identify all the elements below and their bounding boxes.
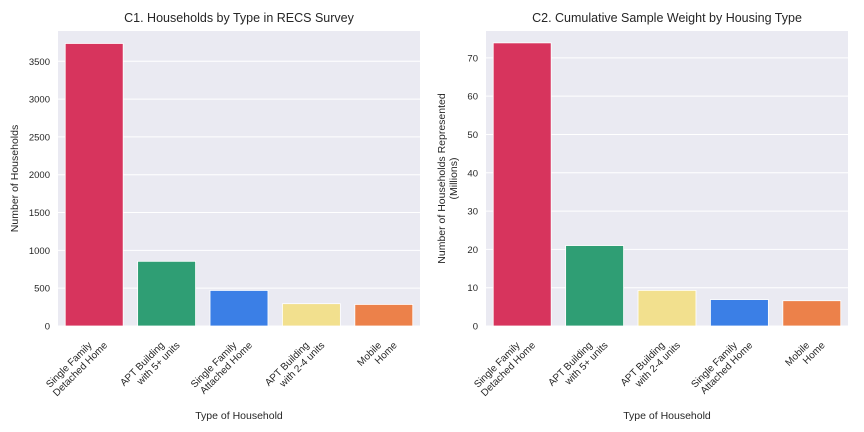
chart-title: C2. Cumulative Sample Weight by Housing … [532,11,802,25]
x-tick-label: Single FamilyDetached Home [471,332,538,399]
y-tick-label: 30 [467,207,478,218]
x-tick-label: APT Buildingwith 2-4 units [619,332,683,396]
bar-5 [782,300,842,327]
y-tick-label: 60 [467,92,478,103]
x-tick-label: Single FamilyAttached Home [189,332,255,398]
bar-4 [710,299,769,327]
y-tick-label: 0 [473,322,478,333]
x-tick-label: APT Buildingwith 2-4 units [263,332,327,396]
y-tick-label: 1500 [29,208,50,219]
x-axis-label: Type of Household [623,410,711,422]
y-tick-label: 2000 [29,170,50,181]
y-tick-label: 10 [467,283,478,294]
chart-panel-1: 0 500 1000 1500 2000 2500 3000 3500 Single Famil… [9,11,420,422]
x-tick-label: Single FamilyDetached Home [43,332,110,399]
chart-panel-2: 0 10 20 30 40 50 60 70 Single FamilyDetached Hom… [436,11,848,422]
bar-1 [492,42,552,327]
x-tick-label: Single FamilyAttached Home [690,332,756,398]
y-axis-label: Number of Households [9,125,21,232]
y-tick-label: 0 [45,322,50,333]
x-tick-label: APT Buildingwith 5+ units [118,332,182,396]
x-axis-label: Type of Household [195,410,283,422]
bar-5 [354,304,414,327]
y-tick-label: 50 [467,130,478,141]
bar-3 [637,289,697,327]
bar-2 [565,245,624,327]
bar-2 [137,260,196,327]
y-tick-label: 3000 [29,95,50,106]
y-tick-label: 500 [34,284,50,295]
y-tick-label: 40 [467,168,478,179]
x-tick-label: MobileHome [784,332,828,376]
y-axis-label: Number of Households Represented(Million… [436,93,460,264]
y-tick-label: 2500 [29,132,50,143]
bar-3 [209,290,269,327]
bar-1 [64,43,124,327]
bar-4 [282,303,341,327]
chart-title: C1. Households by Type in RECS Survey [124,11,354,25]
y-tick-label: 70 [467,53,478,64]
y-tick-label: 1000 [29,246,50,257]
x-tick-label: MobileHome [356,332,400,376]
y-tick-label: 20 [467,245,478,256]
x-tick-label: APT Buildingwith 5+ units [546,332,610,396]
y-tick-label: 3500 [29,57,50,68]
